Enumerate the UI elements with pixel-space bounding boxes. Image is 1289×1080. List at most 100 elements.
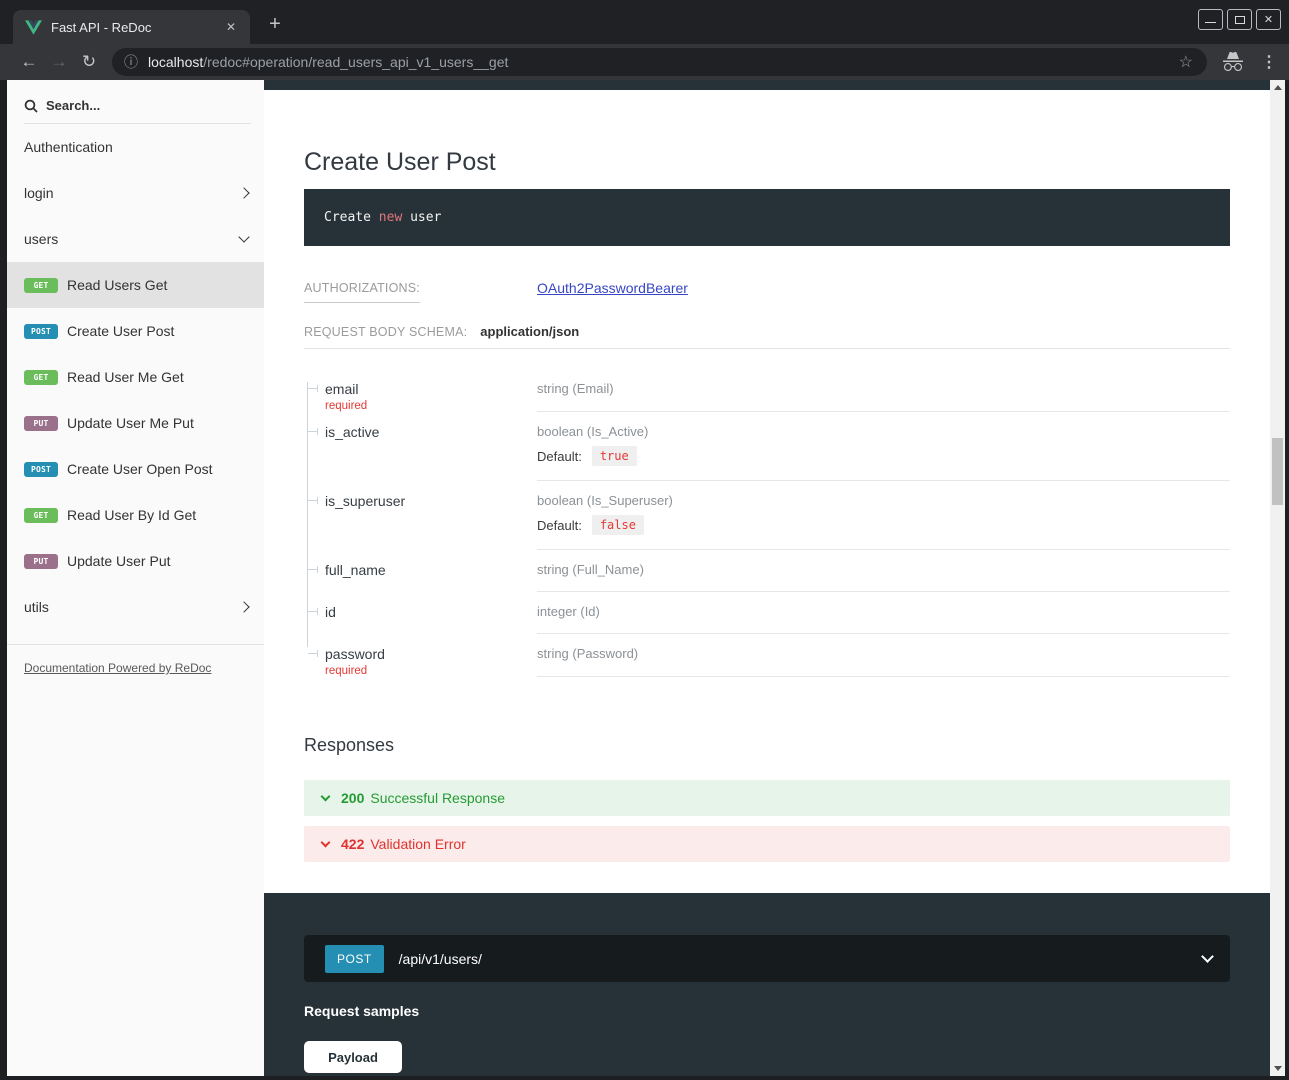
bookmark-star-icon[interactable]: ☆ [1178, 54, 1193, 71]
new-tab-button[interactable]: + [269, 13, 281, 35]
schema-field-email: email required string (Email) [304, 369, 1230, 412]
method-badge-get: GET [24, 369, 58, 385]
default-label: Default: [537, 517, 582, 533]
request-body-schema-label: REQUEST BODY SCHEMA: [304, 324, 468, 339]
field-type: boolean (Is_Active) [537, 424, 649, 439]
sidebar-item-read-user-by-id-get[interactable]: GET Read User By Id Get [7, 492, 264, 538]
schema-fields: email required string (Email) is_active [304, 369, 1230, 677]
scrollbar-down-arrow[interactable] [1270, 1061, 1285, 1076]
response-label: Validation Error [370, 836, 466, 852]
schema-field-id: id integer (Id) [304, 592, 1230, 634]
url-host: localhost [148, 54, 204, 70]
tree-rail [307, 634, 308, 647]
field-type: string (Password) [537, 646, 639, 661]
back-button[interactable]: ← [20, 52, 38, 71]
sidebar-item-authentication[interactable]: Authentication [24, 139, 113, 155]
default-value-chip: true [591, 446, 637, 466]
search-input[interactable] [46, 98, 216, 113]
default-label: Default: [537, 448, 582, 464]
reload-button[interactable]: ↻ [81, 52, 97, 71]
window-minimize-button[interactable] [1198, 9, 1223, 30]
tree-rail [307, 592, 308, 634]
field-type: integer (Id) [537, 604, 600, 619]
field-type: string (Email) [537, 381, 614, 396]
schema-field-password: password required string (Password) [304, 634, 1230, 677]
chevron-down-icon [238, 231, 250, 243]
authorizations-label: AUTHORIZATIONS: [304, 281, 537, 303]
response-label: Successful Response [370, 790, 505, 806]
field-name: password [325, 646, 385, 662]
tree-rail [307, 550, 308, 592]
field-type: string (Full_Name) [537, 562, 644, 577]
previous-section-panel-edge [264, 80, 1270, 90]
method-badge-get: GET [24, 277, 58, 293]
sidebar-item-utils[interactable]: utils [7, 584, 264, 630]
method-badge-put: PUT [24, 553, 58, 569]
main-content: Create User Post Create new user AUTHORI… [264, 80, 1270, 1076]
chevron-down-icon [320, 837, 331, 848]
window-close-button[interactable]: ✕ [1256, 9, 1281, 30]
tree-rail [307, 382, 308, 412]
tab-title: Fast API - ReDoc [51, 19, 152, 35]
window-maximize-button[interactable] [1227, 9, 1252, 30]
tree-rail [307, 412, 308, 481]
sidebar-item-read-user-me-get[interactable]: GET Read User Me Get [7, 354, 264, 400]
sidebar-item-update-user-me-put[interactable]: PUT Update User Me Put [7, 400, 264, 446]
redoc-footer-link[interactable]: Documentation Powered by ReDoc [24, 661, 212, 675]
chevron-right-icon [238, 187, 250, 199]
field-name: email [325, 381, 359, 397]
sidebar-item-read-users-get[interactable]: GET Read Users Get [7, 262, 264, 308]
highlighted-word: new [378, 210, 403, 225]
method-badge-post: POST [325, 944, 384, 973]
vue-logo-icon [25, 19, 42, 35]
response-422-banner[interactable]: 422 Validation Error [304, 826, 1230, 862]
sidebar-item-create-user-open-post[interactable]: POST Create User Open Post [7, 446, 264, 492]
minimize-icon [1205, 22, 1216, 23]
divider [24, 123, 251, 124]
method-badge-post: POST [24, 323, 58, 339]
method-badge-put: PUT [24, 415, 58, 431]
field-type: boolean (Is_Superuser) [537, 493, 673, 508]
responses-title: Responses [304, 735, 395, 755]
schema-field-full-name: full_name string (Full_Name) [304, 550, 1230, 592]
schema-field-is-superuser: is_superuser boolean (Is_Superuser) Defa… [304, 481, 1230, 550]
search-row [7, 90, 264, 123]
page-scrollbar[interactable] [1270, 80, 1285, 1076]
divider [7, 644, 264, 645]
url-path: /redoc#operation/read_users_api_v1_users… [203, 54, 509, 70]
sidebar-item-update-user-put[interactable]: PUT Update User Put [7, 538, 264, 584]
authorization-scheme-link[interactable]: OAuth2PasswordBearer [537, 280, 688, 296]
response-code: 422 [341, 836, 365, 852]
payload-tab[interactable]: Payload [304, 1041, 402, 1073]
field-required-label: required [325, 400, 368, 412]
response-code: 200 [341, 790, 365, 806]
maximize-icon [1234, 15, 1245, 24]
method-badge-post: POST [24, 461, 58, 477]
sidebar-item-login[interactable]: login [7, 170, 264, 216]
browser-menu-icon[interactable]: ⋮ [1261, 54, 1277, 71]
site-info-icon[interactable]: ⓘ [124, 54, 138, 70]
operation-title: Create User Post [304, 148, 496, 176]
scrollbar-thumb[interactable] [1272, 438, 1283, 505]
response-200-banner[interactable]: 200 Successful Response [304, 780, 1230, 816]
tab-strip: Fast API - ReDoc ✕ + ✕ [0, 0, 1289, 44]
url-bar[interactable]: ⓘ localhost /redoc#operation/read_users_… [112, 48, 1207, 76]
request-body-content-type: application/json [480, 324, 580, 339]
request-samples-title: Request samples [304, 1003, 420, 1019]
field-name: is_active [325, 424, 380, 440]
tree-rail [307, 481, 308, 550]
endpoint-dropdown[interactable]: POST /api/v1/users/ [304, 935, 1230, 982]
field-name: is_superuser [325, 493, 406, 509]
sidebar-item-create-user-post[interactable]: POST Create User Post [7, 308, 264, 354]
chevron-down-icon [1201, 949, 1214, 963]
field-name: full_name [325, 562, 386, 578]
browser-tab[interactable]: Fast API - ReDoc ✕ [13, 10, 250, 44]
request-samples-panel: POST /api/v1/users/ Request samples Payl… [264, 893, 1270, 1076]
forward-button[interactable]: → [50, 52, 68, 71]
endpoint-path: /api/v1/users/ [398, 950, 482, 967]
tab-close-icon[interactable]: ✕ [225, 20, 237, 34]
scrollbar-up-arrow[interactable] [1270, 80, 1285, 95]
sidebar-item-users[interactable]: users [7, 216, 264, 262]
operation-description-code: Create new user [304, 189, 1230, 246]
search-icon [24, 99, 38, 113]
